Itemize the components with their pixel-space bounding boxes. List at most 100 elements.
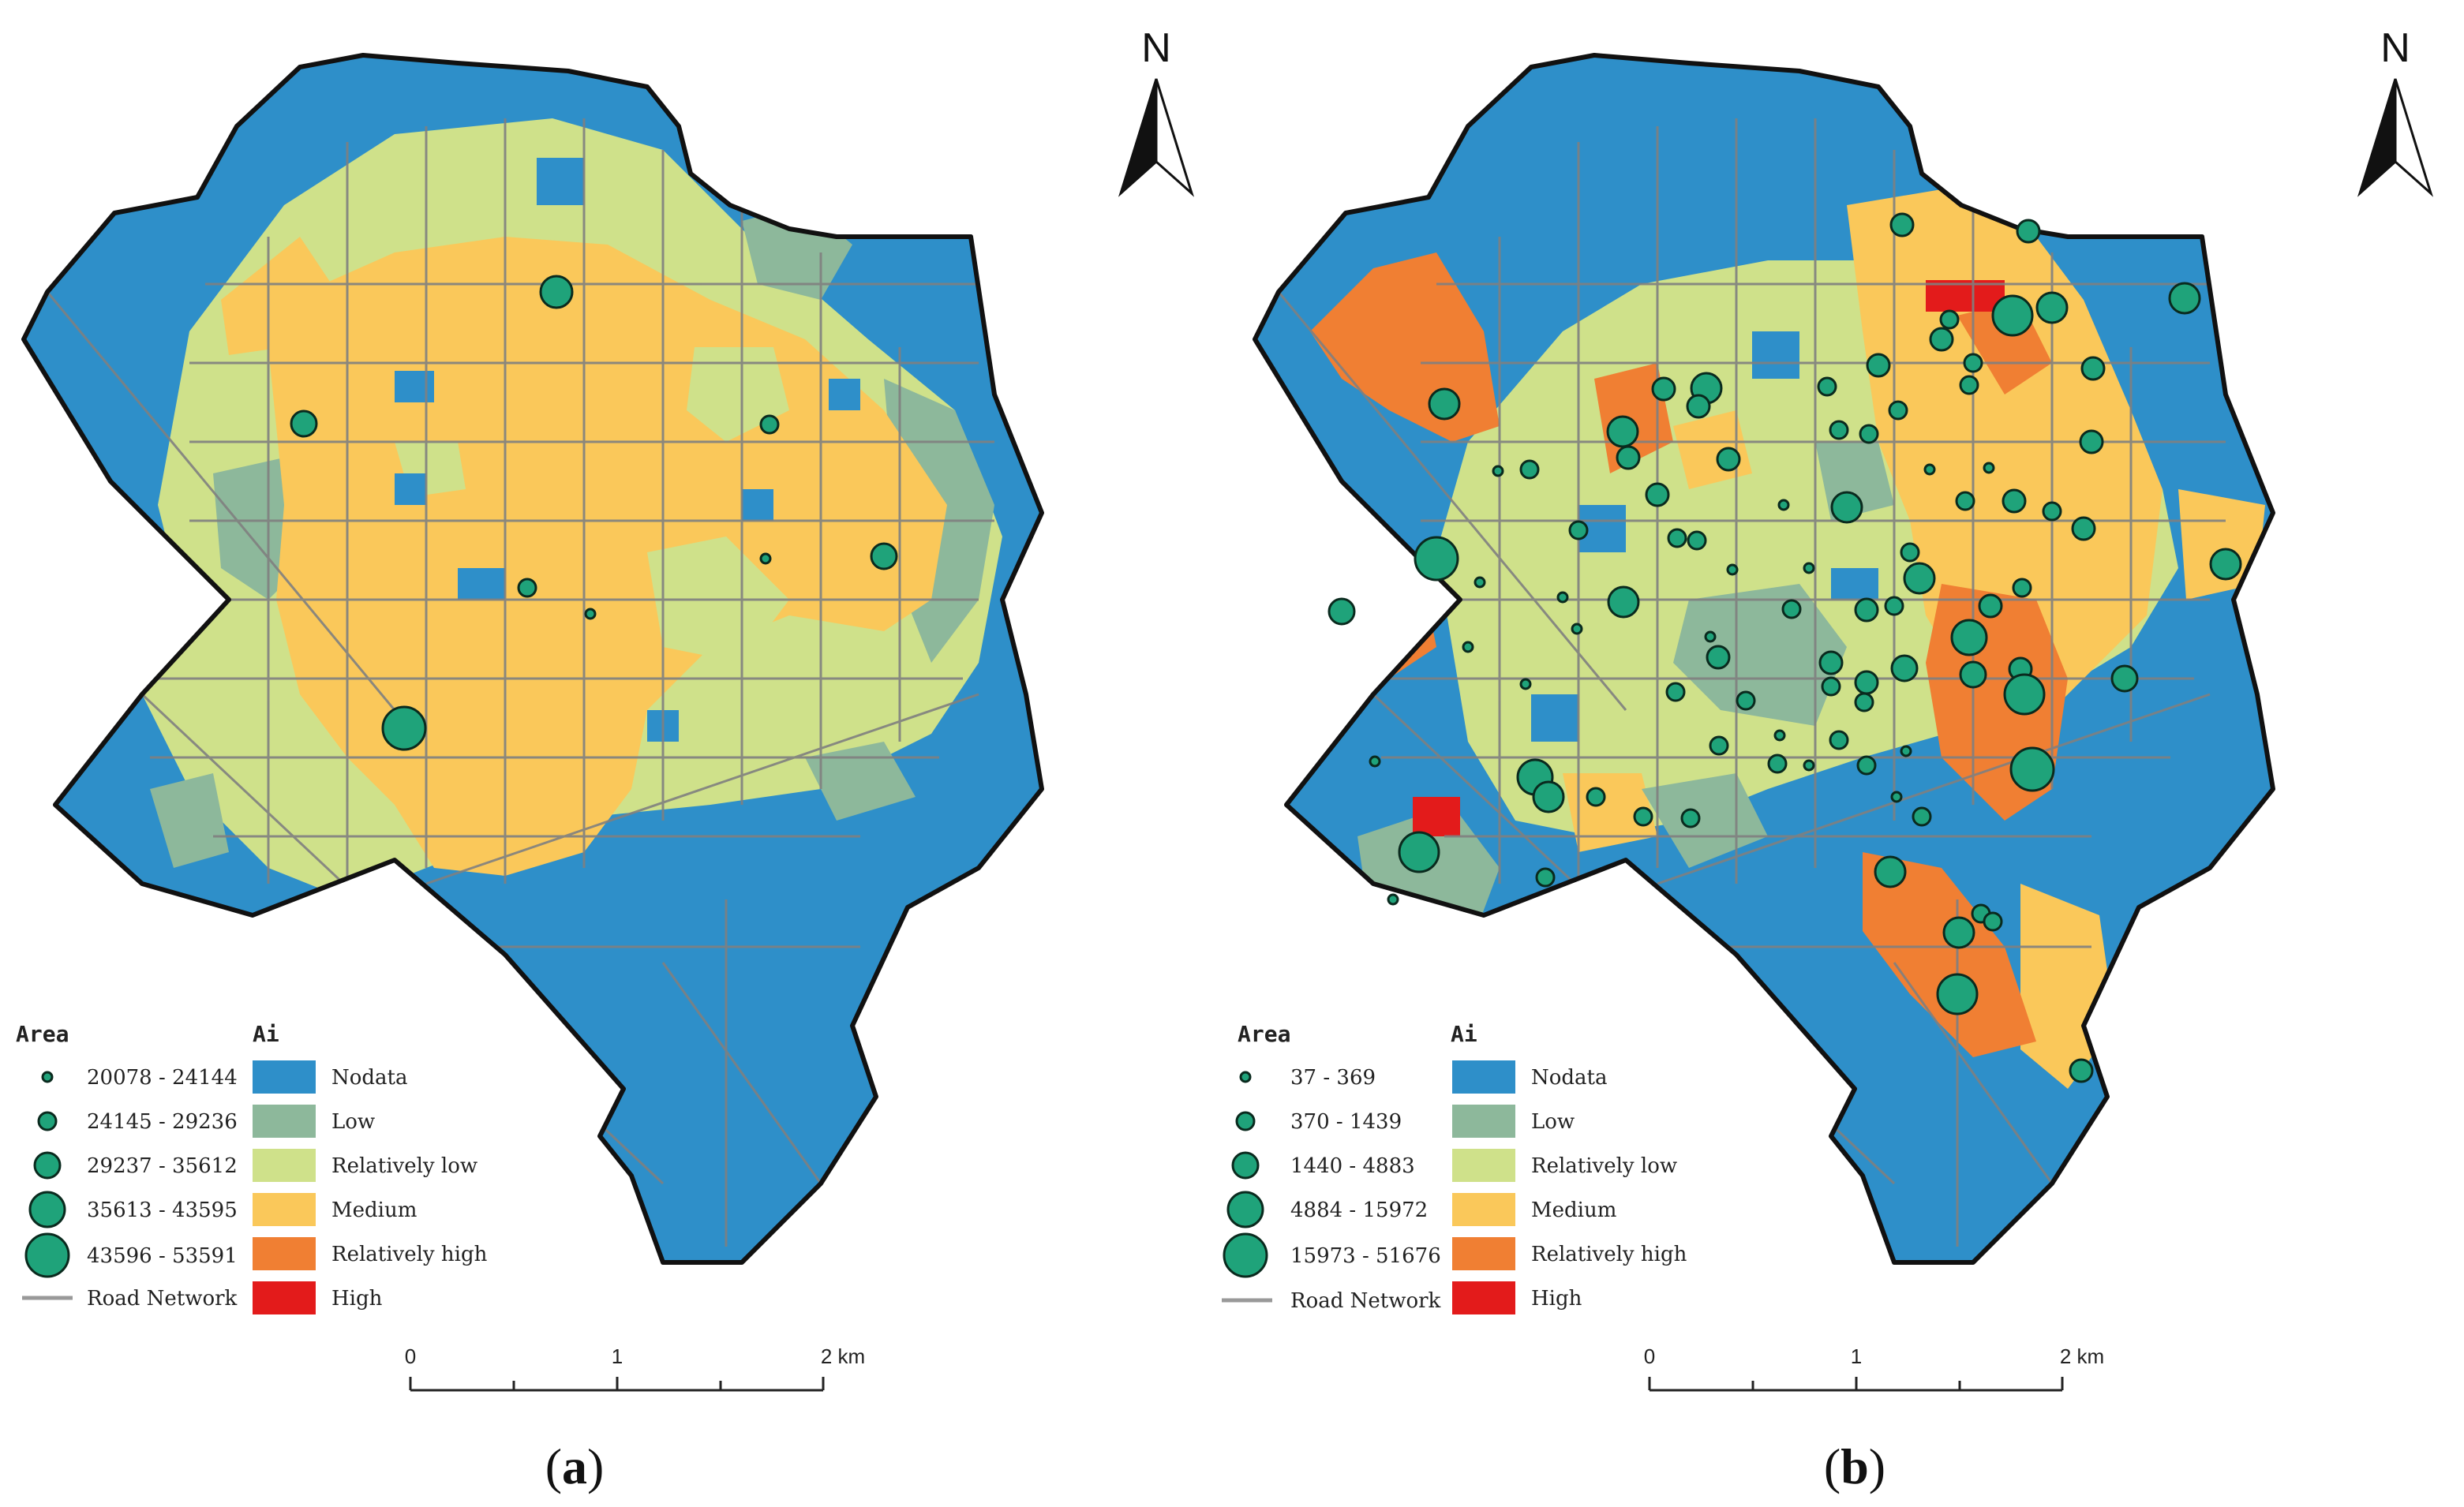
area-circle bbox=[1829, 420, 1849, 440]
area-circles bbox=[1327, 212, 2242, 1083]
area-circle bbox=[1709, 735, 1729, 756]
area-circle bbox=[381, 705, 427, 751]
area-circle bbox=[1859, 424, 1879, 444]
legend-road-label: Road Network bbox=[87, 1287, 238, 1311]
area-circle bbox=[1680, 808, 1701, 828]
area-circle bbox=[1586, 787, 1606, 807]
nodata-patch bbox=[395, 473, 426, 505]
legend-ai-class: Nodata bbox=[1531, 1066, 1608, 1090]
area-circle bbox=[1854, 597, 1879, 623]
legend-b: Area Ai 37 - 369 370 - 1439 1440 - 4883 … bbox=[1222, 1021, 1687, 1314]
area-circle bbox=[539, 275, 574, 309]
low-zone bbox=[1673, 584, 1847, 726]
area-circle bbox=[1817, 376, 1837, 397]
area-circles bbox=[290, 275, 898, 751]
medium-zone bbox=[1563, 773, 1657, 852]
low-zone bbox=[805, 742, 916, 821]
area-circle bbox=[2012, 578, 2032, 598]
area-circle bbox=[1568, 520, 1589, 540]
area-circle bbox=[1616, 445, 1641, 470]
area-circle bbox=[1327, 597, 1356, 626]
area-circle bbox=[1991, 294, 2034, 337]
area-circle bbox=[2209, 548, 2242, 581]
scale-label: 0 bbox=[1644, 1344, 1655, 1368]
legend-ai-class: High bbox=[1531, 1287, 1582, 1311]
legend-area-title: Area bbox=[1238, 1021, 1290, 1047]
area-circle bbox=[1959, 660, 1987, 689]
legend-area-class: 4884 - 15972 bbox=[1290, 1198, 1428, 1222]
legend-ai-class: High bbox=[331, 1287, 383, 1311]
nodata-patch bbox=[537, 158, 584, 205]
area-circle bbox=[1963, 353, 1983, 373]
area-circle bbox=[2071, 516, 2096, 541]
legend-ai-class: Nodata bbox=[331, 1066, 408, 1090]
panel-caption-a: (a) bbox=[545, 1438, 605, 1494]
legend-ai-title: Ai bbox=[1451, 1021, 1477, 1047]
area-circle bbox=[1959, 375, 1979, 395]
area-circle bbox=[2016, 219, 2041, 244]
scale-label: 1 bbox=[1851, 1344, 1862, 1368]
relatively-high-zone bbox=[1863, 852, 2036, 1057]
area-circle bbox=[1398, 831, 1440, 873]
area-circle bbox=[2079, 429, 2104, 454]
area-circle bbox=[1978, 593, 2003, 619]
nodata-patch bbox=[395, 371, 434, 402]
area-circle bbox=[2168, 282, 2201, 315]
area-circle bbox=[1773, 729, 1786, 742]
area-circle bbox=[1665, 682, 1686, 702]
area-circle bbox=[2002, 488, 2027, 514]
nodata-patch bbox=[1752, 331, 1799, 379]
area-circle bbox=[2042, 501, 2062, 522]
area-circle bbox=[1829, 730, 1849, 750]
area-circle bbox=[759, 552, 772, 565]
area-circle bbox=[1942, 916, 1975, 949]
scale-label: 1 bbox=[612, 1344, 623, 1368]
area-circle bbox=[2069, 1058, 2094, 1083]
area-circle bbox=[1781, 599, 1802, 619]
area-circle bbox=[2080, 356, 2106, 381]
area-circle bbox=[1726, 563, 1739, 576]
scale-bar-a bbox=[409, 1377, 825, 1392]
area-circle bbox=[290, 409, 318, 438]
area-circle bbox=[1462, 641, 1474, 653]
area-circle bbox=[1900, 542, 1920, 563]
area-circle bbox=[1556, 591, 1569, 604]
area-circle bbox=[1387, 893, 1399, 906]
high-zone bbox=[1926, 280, 2005, 312]
area-circle bbox=[1736, 690, 1756, 711]
north-arrow-b: N bbox=[2357, 25, 2434, 197]
area-circle bbox=[1535, 867, 1556, 888]
low-zone bbox=[150, 773, 229, 868]
area-circle bbox=[1884, 596, 1904, 616]
legend-a: Area Ai 20078 - 24144 24145 - 29236 2923… bbox=[16, 1021, 488, 1314]
area-circle bbox=[1903, 562, 1936, 595]
area-circle bbox=[1888, 400, 1908, 421]
legend-ai-class: Medium bbox=[1531, 1198, 1616, 1222]
area-circle bbox=[1866, 353, 1891, 378]
area-circle bbox=[1606, 415, 1639, 448]
legend-ai-class: Relatively high bbox=[1531, 1243, 1687, 1266]
legend-area-class: 370 - 1439 bbox=[1290, 1110, 1402, 1134]
area-circle bbox=[1571, 623, 1583, 635]
area-circle bbox=[1929, 327, 1954, 352]
area-circle bbox=[1474, 576, 1486, 589]
area-circle bbox=[1767, 754, 1788, 774]
area-circle bbox=[1704, 630, 1717, 643]
area-circle bbox=[1955, 491, 1975, 511]
scale-label: 2 km bbox=[821, 1344, 865, 1368]
area-circle bbox=[1821, 676, 1841, 697]
area-circle bbox=[1803, 562, 1815, 574]
nodata-patch bbox=[458, 568, 505, 600]
legend-area-class: 24145 - 29236 bbox=[87, 1110, 238, 1134]
area-circle bbox=[1532, 780, 1565, 813]
area-circle bbox=[1369, 755, 1381, 768]
north-arrow-a: N bbox=[1118, 25, 1195, 197]
legend-area-class: 43596 - 53591 bbox=[87, 1244, 238, 1268]
area-circle bbox=[1854, 692, 1874, 712]
area-circle bbox=[1950, 619, 1988, 656]
area-circle bbox=[1936, 973, 1979, 1015]
scale-label: 2 km bbox=[2060, 1344, 2104, 1368]
map-panel-b bbox=[1253, 53, 2275, 1265]
nodata-patch bbox=[829, 379, 860, 410]
area-circle bbox=[1874, 855, 1907, 888]
